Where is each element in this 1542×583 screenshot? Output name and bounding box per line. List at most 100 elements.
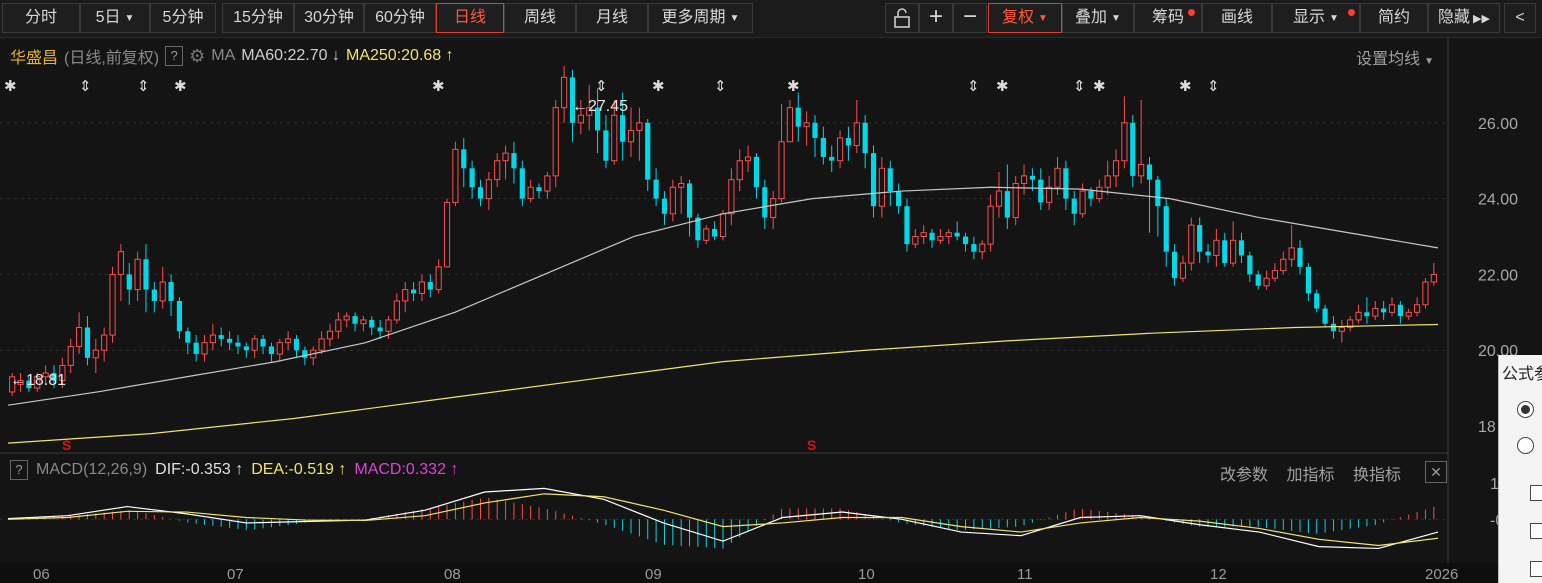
candle-body [1163,206,1169,252]
add-indicator-button[interactable]: 加指标 [1286,467,1335,484]
candlestick-layer: ✱ ⇕ ⇕ ✱ ✱ ⇕ ✱ ⇕ ✱ ⇕ ✱ ⇕ ✱ ✱ ⇕ [4,65,1439,444]
chart-annotations: ←27.45 ←18.81 S S [10,98,816,453]
candle-body [678,182,685,188]
macd-legend: ? MACD(12,26,9) DIF:-0.353 ↑ DEA:-0.519 … [10,460,458,480]
candle-body [552,107,559,177]
candle-body [1388,304,1396,313]
candle-body [1414,304,1421,313]
help-icon[interactable]: ? [10,460,28,480]
period-tab-60min[interactable]: 60分钟 [364,3,436,33]
candle-body [268,346,275,355]
candle-body [251,338,258,351]
period-tab-daily[interactable]: 日线 [436,3,504,33]
radio-option-2[interactable] [1517,437,1534,454]
candle-body [786,107,793,143]
collapse-panel-button[interactable]: < [1504,3,1536,33]
switch-indicator-button[interactable]: 换指标 [1352,467,1401,484]
close-icon[interactable]: ✕ [1425,461,1447,483]
signal-marker-icon: ⇕ [137,77,150,95]
candle-body [1104,175,1111,188]
change-params-button[interactable]: 改参数 [1220,467,1269,484]
minus-icon: − [962,3,977,30]
candle-body [1372,308,1379,317]
candle-body [1188,224,1195,264]
candle-body [1430,273,1437,283]
candle-body [653,179,659,199]
ma250-line [7,323,1439,444]
candle-body [544,175,551,192]
candle-body [1297,247,1303,267]
ma-label: MA [211,47,236,64]
period-tab-5day[interactable]: 5日 ▼ [80,3,150,33]
candle-body [719,213,727,238]
candle-body [686,183,693,218]
period-tab-15min[interactable]: 15分钟 [222,3,294,33]
adjust-rights-dropdown[interactable]: 复权 ▼ [988,3,1062,33]
candle-body [377,327,383,332]
set-ma-dropdown[interactable]: 设置均线 ▼ [1356,51,1434,68]
zoom-in-button[interactable]: + [919,3,953,33]
candle-body [661,198,668,214]
period-tab-weekly[interactable]: 周线 [504,3,576,33]
checkbox-2[interactable] [1530,523,1542,539]
candle-body [435,266,442,291]
period-tab-fenshi[interactable]: 分时 [2,3,80,33]
candle-body [1230,239,1237,264]
macd-title: MACD(12,26,9) [36,461,148,478]
low-annotation: ←18.81 [10,372,66,389]
candle-body [896,191,902,207]
y-tick-label: 26.00 [1478,116,1518,133]
signal-marker: S [807,437,816,453]
candle-body [293,338,300,351]
candle-body [227,338,233,343]
candle-body [1355,311,1362,321]
zoom-out-button[interactable]: − [953,3,987,33]
candle-body [887,168,893,192]
simple-mode-button[interactable]: 简约 [1360,3,1428,33]
candle-body [703,228,710,241]
candle-body [201,342,208,355]
candle-body [393,300,400,321]
period-more-dropdown[interactable]: 更多周期 ▼ [648,3,753,33]
help-icon[interactable]: ? [165,46,184,66]
signal-marker-icon: ✱ [174,77,187,95]
period-tab-5min[interactable]: 5分钟 [150,3,216,33]
period-tab-30min[interactable]: 30分钟 [294,3,364,33]
candle-body [1171,251,1178,279]
hide-button[interactable]: 隐藏 ▶▶ [1428,3,1500,33]
candle-body [452,148,459,203]
candle-body [443,201,451,268]
chips-button[interactable]: 筹码 [1134,3,1202,33]
radio-option-1[interactable] [1517,401,1534,418]
candle-body [1213,239,1220,256]
candle-body [151,289,157,301]
candle-body [1422,281,1429,306]
candle-body [1381,308,1387,313]
candle-body [728,179,735,215]
signal-marker-icon: ⇕ [714,77,727,95]
checkbox-3[interactable] [1530,561,1542,577]
unlock-button[interactable] [885,3,919,33]
candle-body [1338,326,1345,332]
candle-body [51,372,57,381]
candle-body [836,137,844,162]
candle-body [695,217,701,241]
candle-body [904,206,910,245]
display-dropdown[interactable]: 显示 ▼ [1272,3,1360,33]
signal-marker-icon: ✱ [1179,77,1192,95]
candle-body [1121,122,1128,162]
gear-icon[interactable]: ⚙ [189,45,206,66]
signal-marker-icon: ⇕ [79,77,92,95]
checkbox-1[interactable] [1530,485,1542,501]
candle-body [59,364,66,382]
period-tab-monthly[interactable]: 月线 [576,3,648,33]
formula-params-panel: 公式参 [1498,355,1542,583]
candle-body [143,259,149,290]
candle-body [185,331,191,343]
candle-body [427,282,433,290]
overlay-dropdown[interactable]: 叠加 ▼ [1062,3,1134,33]
kline-chart[interactable]: ✱⇕⇕✱✱⇕✱⇕✱⇕✱⇕✱✱⇕ 26.0024.0022.0020.00181-… [0,37,1542,583]
candle-body [343,315,350,321]
candle-body [193,342,199,355]
draw-line-button[interactable]: 画线 [1202,3,1272,33]
